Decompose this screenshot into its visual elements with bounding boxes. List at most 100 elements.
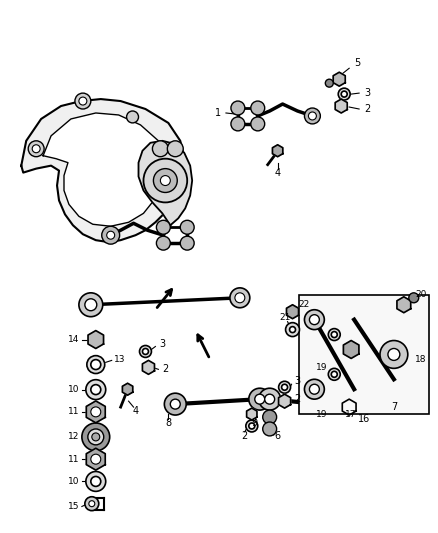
Circle shape xyxy=(246,420,258,432)
Circle shape xyxy=(304,310,324,329)
Circle shape xyxy=(388,349,400,360)
Polygon shape xyxy=(333,72,345,86)
Circle shape xyxy=(231,117,245,131)
Circle shape xyxy=(331,332,337,337)
Circle shape xyxy=(107,231,115,239)
Circle shape xyxy=(249,388,271,410)
Circle shape xyxy=(180,220,194,234)
Circle shape xyxy=(32,145,40,153)
Circle shape xyxy=(92,433,100,441)
Polygon shape xyxy=(335,99,347,113)
Text: 13: 13 xyxy=(114,354,125,364)
Circle shape xyxy=(304,379,324,399)
Circle shape xyxy=(88,429,104,445)
Polygon shape xyxy=(247,408,257,420)
Text: 8: 8 xyxy=(165,418,171,428)
Circle shape xyxy=(380,341,408,368)
Circle shape xyxy=(82,423,110,451)
Polygon shape xyxy=(397,297,411,313)
Circle shape xyxy=(328,329,340,341)
Circle shape xyxy=(79,97,87,105)
Circle shape xyxy=(28,141,44,157)
Text: 20: 20 xyxy=(415,290,427,300)
Text: 21: 21 xyxy=(279,313,290,322)
Circle shape xyxy=(86,472,106,491)
Circle shape xyxy=(328,368,340,380)
Text: 11: 11 xyxy=(68,407,80,416)
Text: 3: 3 xyxy=(364,88,370,98)
Circle shape xyxy=(91,454,101,464)
Polygon shape xyxy=(88,330,103,349)
Circle shape xyxy=(140,345,152,358)
Text: 2: 2 xyxy=(162,365,169,374)
Polygon shape xyxy=(21,99,185,242)
Polygon shape xyxy=(286,305,299,319)
Circle shape xyxy=(231,101,245,115)
Text: 16: 16 xyxy=(358,414,370,424)
Circle shape xyxy=(153,168,177,192)
Text: 19: 19 xyxy=(316,363,327,372)
Text: 14: 14 xyxy=(68,335,80,344)
Text: 17: 17 xyxy=(346,409,357,418)
FancyBboxPatch shape xyxy=(300,295,429,414)
Circle shape xyxy=(282,384,288,390)
Polygon shape xyxy=(86,448,105,470)
Text: 4: 4 xyxy=(275,167,281,177)
Circle shape xyxy=(309,384,319,394)
Circle shape xyxy=(89,500,95,507)
Text: 19: 19 xyxy=(316,409,327,418)
Text: 15: 15 xyxy=(68,502,80,511)
Circle shape xyxy=(255,394,265,404)
Text: 10: 10 xyxy=(68,385,80,394)
Text: 3: 3 xyxy=(294,376,300,386)
Circle shape xyxy=(309,314,319,325)
Circle shape xyxy=(156,220,170,234)
Text: 6: 6 xyxy=(275,431,281,441)
Circle shape xyxy=(308,112,316,120)
Text: 2: 2 xyxy=(242,431,248,441)
Circle shape xyxy=(144,159,187,203)
Circle shape xyxy=(331,372,337,377)
Circle shape xyxy=(156,236,170,250)
Circle shape xyxy=(325,79,333,87)
Circle shape xyxy=(170,399,180,409)
Circle shape xyxy=(142,349,148,354)
Circle shape xyxy=(79,293,103,317)
Text: 18: 18 xyxy=(415,355,427,364)
Circle shape xyxy=(409,293,419,303)
Circle shape xyxy=(341,91,347,97)
Circle shape xyxy=(85,497,99,511)
Circle shape xyxy=(127,111,138,123)
Circle shape xyxy=(167,141,183,157)
Text: 22: 22 xyxy=(299,300,310,309)
Circle shape xyxy=(251,101,265,115)
Text: 2: 2 xyxy=(294,394,300,404)
Text: 7: 7 xyxy=(391,402,397,412)
Circle shape xyxy=(230,288,250,308)
Polygon shape xyxy=(138,141,192,225)
Polygon shape xyxy=(342,399,356,415)
Polygon shape xyxy=(122,383,133,395)
Circle shape xyxy=(180,236,194,250)
Polygon shape xyxy=(86,401,105,423)
Text: 3: 3 xyxy=(159,338,166,349)
Circle shape xyxy=(91,385,101,394)
Text: 1: 1 xyxy=(215,108,221,118)
Circle shape xyxy=(259,388,281,410)
Text: 11: 11 xyxy=(68,455,80,464)
Circle shape xyxy=(249,423,255,429)
Polygon shape xyxy=(279,394,290,408)
Text: 5: 5 xyxy=(354,58,360,68)
Circle shape xyxy=(164,393,186,415)
Circle shape xyxy=(286,322,300,336)
Circle shape xyxy=(338,88,350,100)
Circle shape xyxy=(86,379,106,400)
Circle shape xyxy=(160,175,170,185)
Circle shape xyxy=(235,293,245,303)
Circle shape xyxy=(263,422,277,436)
Circle shape xyxy=(85,299,97,311)
Polygon shape xyxy=(142,360,155,374)
Text: 4: 4 xyxy=(132,406,138,416)
Circle shape xyxy=(87,356,105,374)
Polygon shape xyxy=(272,145,283,157)
